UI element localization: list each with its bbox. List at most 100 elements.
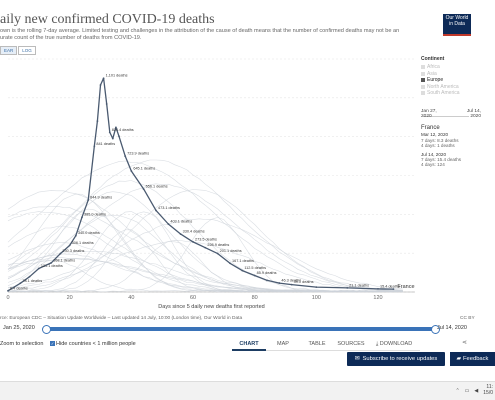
legend-items: Africa Asia Europe North America South Ameri… [421,64,493,97]
data-label: 273.5 deaths [195,237,217,241]
timeline-slider[interactable]: Jan 25, 2020 Jul 14, 2020 [0,324,480,334]
chart-subtitle: own is the rolling 7-day average. Limite… [0,28,420,42]
series-point [111,137,114,140]
x-tick-label: 20 [67,295,73,301]
tooltip: France Mar 12, 2020 7 days: 8.3 deaths 4… [421,125,493,171]
scale-toggle: EAR LOG [0,46,36,55]
legend-item[interactable]: Asia [421,71,493,78]
data-label: 330.4 deaths [183,230,205,234]
tooltip-value: 7 days: 15.4 deaths [421,157,462,163]
series-point [7,289,9,292]
source-note: rce: European CDC – Situation Update Wor… [0,316,243,321]
feedback-label: Feedback [463,356,489,362]
mini-timeline-start: Jan 27, 2020 [421,109,437,119]
data-label: 201.1 deaths [220,249,242,253]
chevron-up-icon[interactable]: ⌃ [455,387,460,394]
tooltip-value: 4 days: 124 [421,162,445,168]
series-point [241,269,244,272]
data-label: 644.9 deaths [90,196,112,200]
legend-label: North America [427,83,459,90]
series-point [74,234,77,237]
series-point [216,252,219,255]
hide-label: Hide countries < 1 million people [56,341,136,347]
linear-scale-button[interactable]: EAR [0,46,18,55]
data-label: 168.1 deaths [53,258,75,262]
data-label: 723.9 deaths [127,152,149,156]
mini-timeline[interactable]: Jan 27, 2020 Jul 14, 2020 [421,109,481,127]
continent-legend: Continent Africa Asia Europe North America S… [421,56,493,97]
line-chart[interactable]: 0 20 40 60 80 100 120 Days since 5 daily new de… [0,55,420,315]
legend-item[interactable]: Europe [421,77,493,84]
background-series-line [7,189,403,292]
background-series-line [7,218,403,290]
series-point [290,283,293,286]
data-label: 228.9 deaths [207,243,229,247]
legend-heading: Continent [421,56,445,62]
tab-chart[interactable]: CHART [232,338,266,351]
owid-logo[interactable]: Our World in Data [443,14,471,36]
series-point [37,267,40,270]
log-scale-button[interactable]: LOG [18,46,36,55]
clock-date: 15/0 [483,389,493,396]
data-label: 78.1 deaths [22,279,42,283]
series-point [81,216,83,219]
timeline-track[interactable] [45,327,435,331]
x-tick-label: 100 [312,295,321,301]
background-series-line [7,193,403,293]
series-point [19,282,22,285]
background-series-line [7,239,403,292]
tab-download[interactable]: ⤓ DOWNLOAD [368,338,420,351]
legend-item[interactable]: Africa [421,64,493,71]
envelope-icon: ✉ [354,356,360,362]
series-point [124,155,127,157]
x-tick-label: 120 [373,295,382,301]
feedback-button[interactable]: ▰ Feedback [450,352,495,366]
series-point [96,120,99,123]
data-label: 403.1 deaths [170,220,192,224]
data-label: 385.0 deaths [84,213,106,217]
series-point [278,282,281,284]
logo-line: in Data [449,20,465,27]
taskbar: ⌃ ▭ ◀ 11: 15/0 [0,381,495,400]
data-label: 21.1 deaths [349,283,369,287]
tab-table[interactable]: TABLE [300,338,334,351]
zoom-to-selection[interactable]: Zoom to selection [0,341,43,347]
series-point [155,209,157,212]
background-series-line [7,180,403,292]
volume-icon[interactable]: ◀ [474,387,479,394]
system-tray: ⌃ ▭ ◀ 11: 15/0 [455,384,495,396]
series-point [102,77,105,80]
tooltip-country: France [421,125,440,131]
hide-small-countries-checkbox[interactable]: ✓ Hide countries < 1 million people [50,341,136,347]
x-tick-label: 0 [6,295,9,301]
subscribe-label: Subscribe to receive updates [362,356,438,362]
legend-swatch [421,71,425,76]
timeline-start-handle[interactable] [42,325,51,334]
data-label: 39.1 deaths [294,280,314,284]
timeline-end-handle[interactable] [431,325,440,334]
subscribe-button[interactable]: ✉ Subscribe to receive updates [347,352,445,366]
background-series-line [7,183,403,291]
data-label: 306.1 deaths [72,241,94,245]
data-label: 473.1 deaths [158,206,180,210]
legend-label: Asia [427,70,437,77]
network-icon[interactable]: ▭ [464,387,470,394]
license-link[interactable]: CC BY [460,316,475,321]
series-point [28,275,31,278]
legend-label: Europe [427,77,444,83]
legend-item[interactable]: North America [421,84,493,91]
series-point [130,170,133,172]
clock[interactable]: 11: 15/0 [483,384,495,396]
mini-timeline-bar[interactable] [423,116,469,117]
data-label: 85.9 deaths [257,271,277,275]
series-point [346,287,349,289]
tab-sources[interactable]: SOURCES [334,338,368,351]
series-point [115,126,117,129]
tab-map[interactable]: MAP [266,338,300,351]
series-point [118,135,120,138]
share-icon[interactable]: ⋖ [462,340,468,346]
legend-item[interactable]: South America [421,90,493,97]
data-label: 824.4 deaths [112,128,134,132]
data-label: 1,101 deaths [106,74,128,78]
